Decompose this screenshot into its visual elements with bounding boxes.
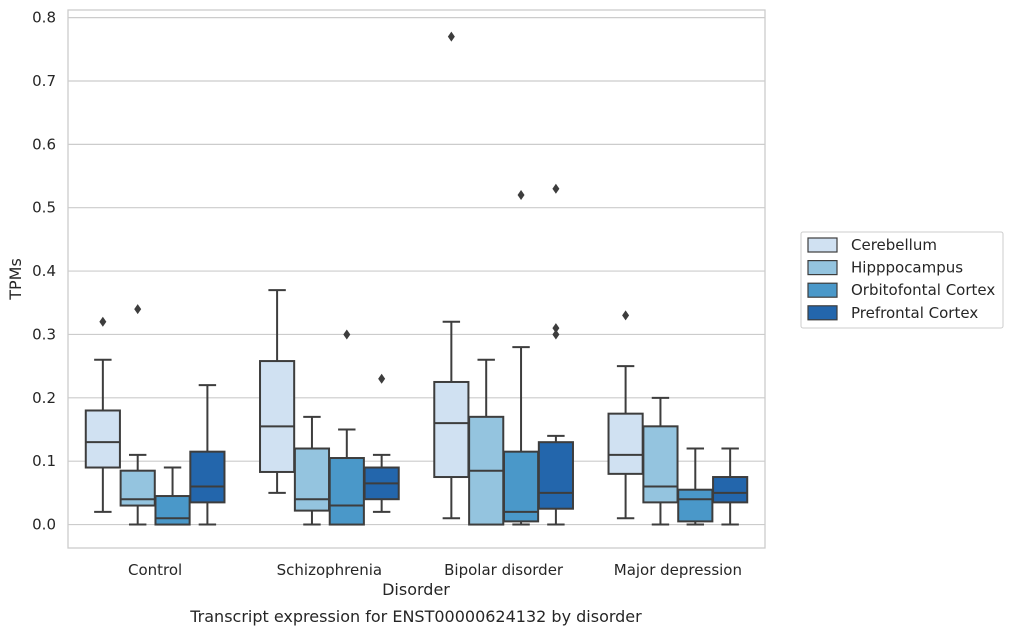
box-iqr xyxy=(642,425,679,504)
x-tick-label: Control xyxy=(128,561,182,579)
legend: Cerebellum Hipppocampus Orbitofontal Corte… xyxy=(800,231,1004,329)
box-iqr xyxy=(259,360,296,473)
outlier-point xyxy=(552,329,560,340)
legend-swatch xyxy=(807,237,838,253)
box-3-1 xyxy=(363,373,400,513)
outlier-point xyxy=(552,183,560,194)
box-1-0 xyxy=(119,304,156,526)
legend-swatch xyxy=(807,260,838,276)
box-iqr xyxy=(293,447,331,512)
box-3-3 xyxy=(712,447,749,526)
y-tick-label: 0.4 xyxy=(32,262,56,280)
box-0-0 xyxy=(84,316,121,513)
outlier-point xyxy=(552,323,560,334)
box-1-3 xyxy=(642,396,679,526)
outlier-point xyxy=(343,329,351,340)
legend-frame xyxy=(800,231,1004,329)
box-3-2 xyxy=(537,183,574,526)
y-tick-label: 0.3 xyxy=(32,325,56,343)
y-tick-label: 0.1 xyxy=(32,452,56,470)
box-iqr xyxy=(537,441,574,510)
box-iqr xyxy=(154,495,191,526)
box-iqr xyxy=(677,488,714,523)
y-tick-label: 0.5 xyxy=(32,199,56,217)
x-tick-label: Bipolar disorder xyxy=(444,561,564,579)
x-tick-labels: Control Schizophrenia Bipolar disorder Majo… xyxy=(128,561,742,579)
y-tick-label: 0.8 xyxy=(32,9,56,27)
box-iqr xyxy=(328,457,365,526)
box-iqr xyxy=(607,412,644,475)
outlier-point xyxy=(134,304,142,315)
outlier-point xyxy=(378,373,386,384)
x-axis-label: Disorder xyxy=(382,580,450,599)
x-tick-label: Major depression xyxy=(614,561,742,579)
y-axis-label: TPMs xyxy=(6,258,25,301)
outlier-point xyxy=(622,310,630,321)
y-tick-label: 0.6 xyxy=(32,135,56,153)
outlier-point xyxy=(99,316,107,327)
box-iqr xyxy=(433,380,470,479)
legend-swatch xyxy=(807,305,838,321)
legend-label: Cerebellum xyxy=(851,236,937,254)
legend-label: Hipppocampus xyxy=(851,259,963,277)
box-1-2 xyxy=(468,358,505,526)
y-tick-label: 0.7 xyxy=(32,72,56,90)
box-0-1 xyxy=(259,289,296,494)
box-iqr xyxy=(712,476,749,504)
outlier-point xyxy=(447,31,455,42)
box-iqr xyxy=(119,469,156,507)
legend-label: Prefrontal Cortex xyxy=(851,304,978,322)
box-iqr xyxy=(189,450,226,504)
box-2-0 xyxy=(154,466,191,526)
y-tick-label: 0.2 xyxy=(32,389,56,407)
legend-swatch xyxy=(807,282,838,298)
legend-label: Orbitofontal Cortex xyxy=(851,281,995,299)
box-1-1 xyxy=(293,415,331,526)
figure-caption: Transcript expression for ENST0000062413… xyxy=(189,607,642,626)
box-series xyxy=(84,31,749,526)
y-tick-labels: 0.0 0.1 0.2 0.3 0.4 0.5 0.6 0.7 0.8 xyxy=(32,9,56,534)
box-3-0 xyxy=(189,384,226,526)
x-tick-label: Schizophrenia xyxy=(277,561,382,579)
box-2-3 xyxy=(677,447,714,526)
box-iqr xyxy=(84,409,121,469)
y-tick-label: 0.0 xyxy=(32,516,56,534)
outlier-point xyxy=(517,190,525,201)
